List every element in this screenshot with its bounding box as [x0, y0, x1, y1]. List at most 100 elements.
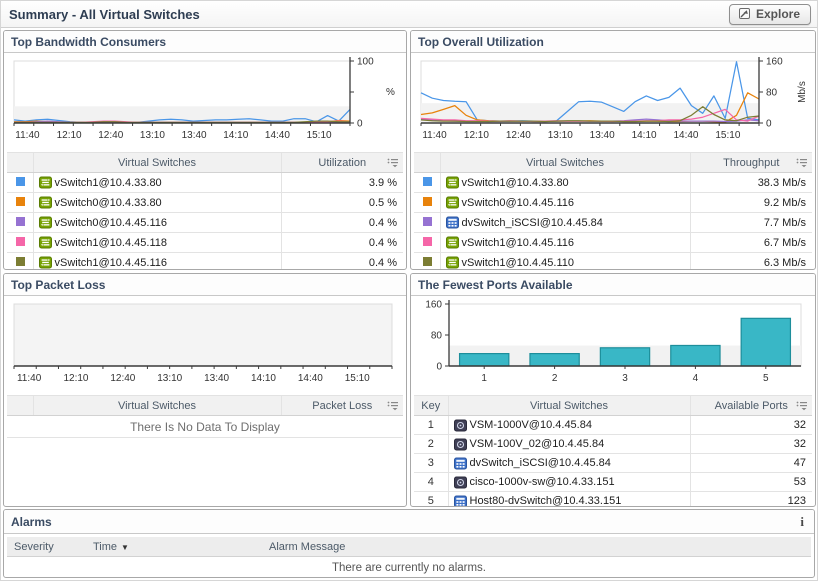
svg-text:160: 160: [766, 57, 783, 68]
svg-text:14:10: 14:10: [632, 130, 657, 141]
key-cell: 3: [414, 453, 448, 473]
series-color-cell: [414, 252, 440, 269]
series-color-swatch: [16, 216, 25, 226]
series-color-swatch: [423, 256, 432, 266]
vswitch-icon: [38, 256, 52, 269]
switch-name-cell[interactable]: vSwitch1@10.4.45.118: [32, 232, 281, 253]
column-header-key[interactable]: Key: [414, 395, 448, 416]
table-row: vSwitch1@10.4.45.116 6.7 Mb/s: [414, 232, 812, 253]
svg-text:11:40: 11:40: [17, 373, 42, 384]
column-header-available-ports[interactable]: Available Ports: [689, 395, 812, 416]
svg-text:12:40: 12:40: [110, 373, 135, 384]
switch-name-cell[interactable]: dvSwitch_iSCSI@10.4.45.84: [447, 453, 690, 473]
switch-name-cell[interactable]: Host80-dvSwitch@10.4.33.151: [447, 491, 690, 507]
series-color-cell: [414, 232, 440, 253]
switch-name[interactable]: VSM-100V_02@10.4.45.84: [469, 438, 605, 450]
utilization-chart-area: 11:40 12:10 12:40 13:10 13:40 14:10 14:40 15:10…: [411, 53, 815, 152]
switch-name[interactable]: cisco-1000v-sw@10.4.33.151: [469, 476, 615, 488]
switch-name-cell[interactable]: vSwitch0@10.4.33.80: [32, 192, 281, 213]
vswitch-icon: [38, 176, 52, 189]
value-cell: 123: [689, 491, 812, 506]
dvswitch-icon: [453, 495, 467, 506]
switch-name[interactable]: vSwitch1@10.4.45.116: [461, 236, 574, 249]
value-cell: 0.4 %: [280, 252, 403, 269]
color-column-header: [7, 152, 33, 173]
svg-text:80: 80: [431, 331, 443, 342]
cisco-icon: [453, 419, 467, 431]
table-row: vSwitch0@10.4.33.80 0.5 %: [7, 192, 403, 213]
explore-icon: [738, 7, 751, 20]
svg-text:13:40: 13:40: [204, 373, 229, 384]
value-cell: 6.3 Mb/s: [689, 252, 812, 269]
table-customizer-icon[interactable]: [387, 400, 399, 415]
vswitch-icon: [38, 236, 52, 249]
column-header-virtual-switches[interactable]: Virtual Switches: [447, 395, 690, 416]
table-row: vSwitch0@10.4.45.116 0.4 %: [7, 212, 403, 233]
table-row: 2 VSM-100V_02@10.4.45.84 32: [414, 434, 812, 454]
table-customizer-icon[interactable]: [796, 157, 808, 172]
switch-name-cell[interactable]: vSwitch1@10.4.45.110: [439, 252, 690, 269]
panel-top-bandwidth-consumers: Top Bandwidth Consumers 11:40 12:10 12:40 1…: [3, 30, 407, 270]
value-cell: 0.4 %: [280, 212, 403, 233]
switch-name[interactable]: vSwitch0@10.4.45.116: [461, 196, 574, 209]
switch-name-cell[interactable]: VSM-100V_02@10.4.45.84: [447, 434, 690, 454]
column-header-alarm-message[interactable]: Alarm Message: [269, 540, 346, 553]
svg-text:14:10: 14:10: [223, 130, 248, 141]
alarms-title-bar: Alarms i: [4, 510, 814, 534]
switch-name[interactable]: vSwitch0@10.4.33.80: [54, 196, 162, 209]
switch-name[interactable]: vSwitch1@10.4.45.118: [54, 236, 167, 249]
column-header-utilization[interactable]: Utilization: [280, 152, 403, 173]
svg-text:0: 0: [357, 119, 363, 130]
switch-name-cell[interactable]: cisco-1000v-sw@10.4.33.151: [447, 472, 690, 492]
switch-name-cell[interactable]: VSM-1000V@10.4.45.84: [447, 415, 690, 435]
column-header-throughput[interactable]: Throughput: [689, 152, 812, 173]
bandwidth-chart-area: 11:40 12:10 12:40 13:10 13:40 14:10 14:40 15:10…: [4, 53, 406, 152]
svg-text:14:40: 14:40: [298, 373, 323, 384]
utilization-line-chart: 11:40 12:10 12:40 13:10 13:40 14:10 14:40 15:10…: [420, 57, 808, 141]
svg-text:12:10: 12:10: [57, 130, 82, 141]
table-row: 3 dvSwitch_iSCSI@10.4.45.84 47: [414, 453, 812, 473]
column-header-virtual-switches[interactable]: Virtual Switches: [32, 152, 281, 173]
column-header-packet-loss[interactable]: Packet Loss: [280, 395, 403, 416]
switch-name-cell[interactable]: vSwitch1@10.4.45.116: [439, 232, 690, 253]
svg-text:13:10: 13:10: [140, 130, 165, 141]
panel-top-overall-utilization: Top Overall Utilization 11:40 12:10 12:40 1…: [410, 30, 816, 270]
switch-name[interactable]: Host80-dvSwitch@10.4.33.151: [469, 495, 622, 507]
info-icon[interactable]: i: [800, 514, 804, 529]
svg-text:%: %: [386, 87, 395, 98]
switch-name[interactable]: vSwitch0@10.4.45.116: [54, 216, 167, 229]
switch-name-cell[interactable]: dvSwitch_iSCSI@10.4.45.84: [439, 212, 690, 233]
value-cell: 3.9 %: [280, 172, 403, 193]
switch-name[interactable]: vSwitch1@10.4.33.80: [461, 176, 569, 189]
column-header-severity[interactable]: Severity: [14, 540, 54, 553]
switch-name-cell[interactable]: vSwitch0@10.4.45.116: [439, 192, 690, 213]
svg-text:13:10: 13:10: [157, 373, 182, 384]
svg-text:4: 4: [693, 373, 699, 384]
switch-name[interactable]: vSwitch1@10.4.45.110: [461, 256, 574, 269]
switch-name[interactable]: VSM-1000V@10.4.45.84: [469, 419, 592, 431]
page-header: Summary - All Virtual Switches Explore: [1, 1, 817, 28]
column-header-time[interactable]: Time ▼: [93, 540, 129, 553]
column-header-virtual-switches[interactable]: Virtual Switches: [32, 395, 281, 416]
switch-name-cell[interactable]: vSwitch1@10.4.33.80: [32, 172, 281, 193]
column-header-virtual-switches[interactable]: Virtual Switches: [439, 152, 690, 173]
switch-name[interactable]: vSwitch1@10.4.45.116: [54, 256, 167, 269]
value-cell: 47: [689, 453, 812, 473]
value-cell: 7.7 Mb/s: [689, 212, 812, 233]
table-customizer-icon[interactable]: [387, 157, 399, 172]
switch-name-cell[interactable]: vSwitch1@10.4.33.80: [439, 172, 690, 193]
ports-chart-area: 1 2 3 4 5 0 80 160: [411, 296, 815, 395]
series-color-cell: [7, 192, 33, 213]
explore-button[interactable]: Explore: [728, 3, 811, 25]
panel-top-packet-loss: Top Packet Loss 11:40 12:10 12:40 13:10 13:4…: [3, 273, 407, 507]
switch-name-cell[interactable]: vSwitch0@10.4.45.116: [32, 212, 281, 233]
switch-name[interactable]: dvSwitch_iSCSI@10.4.45.84: [469, 457, 611, 469]
switch-name-cell[interactable]: vSwitch1@10.4.45.116: [32, 252, 281, 269]
svg-text:11:40: 11:40: [422, 130, 447, 141]
svg-text:80: 80: [766, 88, 778, 99]
switch-name[interactable]: vSwitch1@10.4.33.80: [54, 176, 162, 189]
table-row: 5 Host80-dvSwitch@10.4.33.151 123: [414, 491, 812, 507]
switch-name[interactable]: dvSwitch_iSCSI@10.4.45.84: [461, 216, 603, 229]
table-row: 1 VSM-1000V@10.4.45.84 32: [414, 415, 812, 435]
table-customizer-icon[interactable]: [796, 400, 808, 415]
